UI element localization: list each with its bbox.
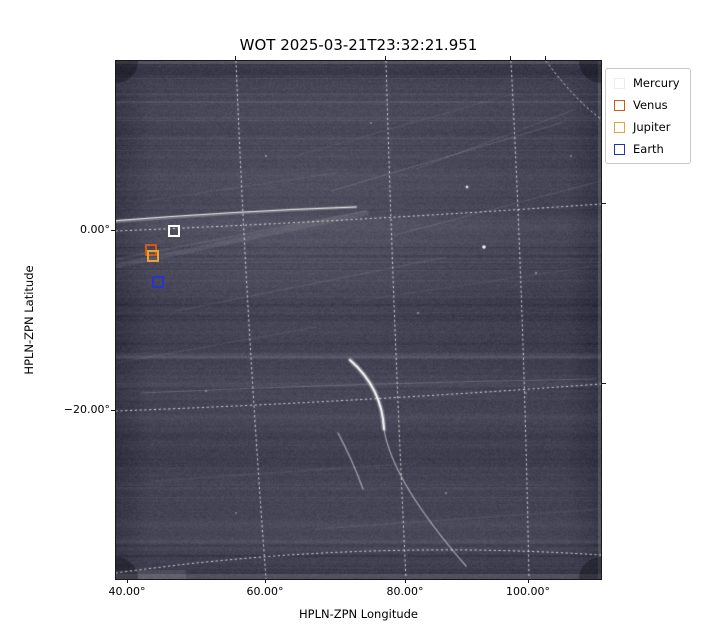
x-tick-mark-top xyxy=(510,56,511,60)
x-tick-mark xyxy=(528,579,529,583)
legend-item-earth: Earth xyxy=(614,142,680,156)
x-tick-mark xyxy=(405,579,406,583)
mercury-marker-icon xyxy=(614,77,625,89)
x-tick-mark-top xyxy=(385,56,386,60)
y-tick-mark-right xyxy=(602,203,606,204)
jupiter-marker-icon xyxy=(614,121,625,133)
sky-image-canvas xyxy=(116,61,601,579)
y-tick-mark-right xyxy=(602,383,606,384)
y-tick-label: 0.00° xyxy=(80,223,110,236)
y-tick-mark xyxy=(111,410,115,411)
plot-title: WOT 2025-03-21T23:32:21.951 xyxy=(239,36,478,54)
x-tick-mark xyxy=(265,579,266,583)
planet-marker-layer xyxy=(116,61,601,579)
planet-marker-venus xyxy=(144,243,157,256)
y-tick-mark xyxy=(111,230,115,231)
planet-marker-earth xyxy=(151,276,164,289)
legend-label: Jupiter xyxy=(633,120,671,134)
legend-label: Mercury xyxy=(633,76,680,90)
x-tick-label: 100.00° xyxy=(506,585,550,598)
x-tick-mark-top xyxy=(235,56,236,60)
legend-label: Venus xyxy=(633,98,668,112)
legend-item-jupiter: Jupiter xyxy=(614,120,680,134)
x-tick-mark xyxy=(127,579,128,583)
planet-marker-mercury xyxy=(167,225,180,237)
venus-marker-icon xyxy=(614,99,625,111)
x-tick-mark-top xyxy=(545,56,546,60)
plot-area xyxy=(115,60,602,580)
earth-marker-icon xyxy=(614,143,625,155)
x-axis-label: HPLN-ZPN Longitude xyxy=(298,607,418,621)
x-tick-label: 80.00° xyxy=(386,585,424,598)
y-tick-label: −20.00° xyxy=(63,403,110,416)
x-tick-label: 60.00° xyxy=(246,585,284,598)
x-tick-label: 40.00° xyxy=(108,585,146,598)
legend: Mercury Venus Jupiter Earth xyxy=(605,68,691,164)
planet-marker-jupiter xyxy=(146,250,159,263)
legend-label: Earth xyxy=(633,142,664,156)
legend-item-venus: Venus xyxy=(614,98,680,112)
y-axis-label: HPLN-ZPN Latitude xyxy=(22,265,36,375)
legend-item-mercury: Mercury xyxy=(614,76,680,90)
